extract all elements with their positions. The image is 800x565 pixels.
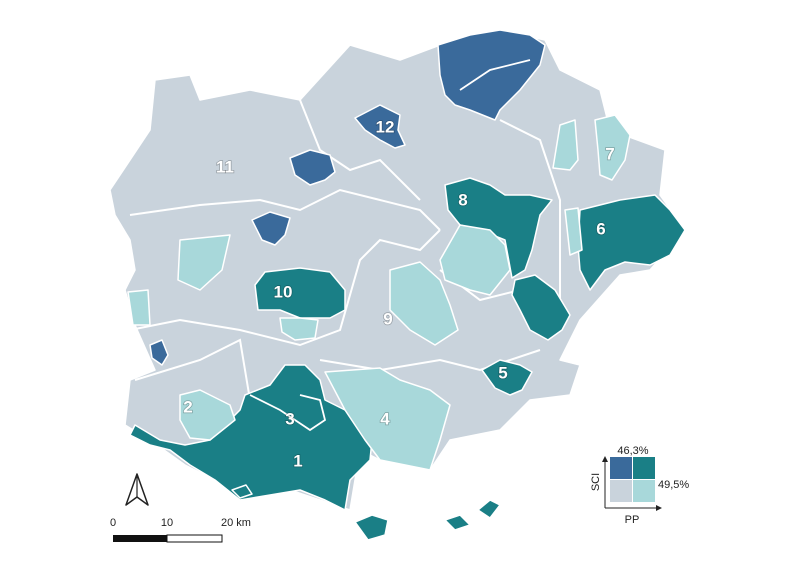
island [231,484,253,499]
zone [577,194,686,291]
legend-arrow [656,505,662,511]
zone [324,367,451,471]
legend-axis-label: PP [625,514,640,526]
zone [594,114,631,181]
zone-inner-borders [249,59,531,432]
zone [177,234,231,291]
zone [254,267,346,319]
zone [511,274,571,341]
zone-label: 7 [605,144,614,163]
zone [354,104,406,149]
zone-label: 1 [293,451,302,470]
legend-value: 46,3% [617,445,648,457]
legend-arrow [602,456,608,462]
legend-value: 49,5% [658,479,689,491]
zone [437,29,546,121]
district-borders [129,99,561,401]
zone [149,339,169,366]
high-both-zones [129,177,686,541]
zone-label: 2 [183,397,192,416]
zone-label: 3 [285,409,294,428]
zone-label: 11 [216,157,234,176]
legend-swatch [610,480,632,502]
zone-label: 6 [596,219,605,238]
zone-label: 12 [376,117,395,136]
border [129,229,441,347]
zone [251,211,291,246]
zone [179,389,236,441]
zone-label: 4 [380,409,390,428]
zone [289,149,336,186]
legend-swatch [633,480,655,502]
border [459,59,531,91]
zone [481,359,533,396]
high-pp-zones [127,114,631,471]
legend-axis-label: SCI [590,473,602,491]
border [129,188,441,231]
zone [279,317,319,341]
zone-label: 8 [458,190,467,209]
scale-bar-segment [166,534,223,543]
zone [439,224,511,296]
border [299,99,421,201]
legend-swatch [633,457,655,479]
border [499,119,561,300]
zone [552,119,579,171]
high-sci-zones [149,29,546,366]
zone [564,207,583,256]
legend-swatch [610,457,632,479]
scale-label: 0 [110,517,116,529]
scale-label: 20 km [221,517,251,529]
scale-label: 10 [161,517,173,529]
border [134,338,251,401]
zone-label: 5 [498,363,507,382]
zone [127,289,151,326]
island [444,514,471,531]
scale-bar-segment [113,535,167,542]
island [354,514,389,541]
zone-label: 10 [274,282,293,301]
zone [389,261,459,346]
island [477,499,501,519]
border [249,394,327,432]
zone-label: 9 [383,309,392,328]
